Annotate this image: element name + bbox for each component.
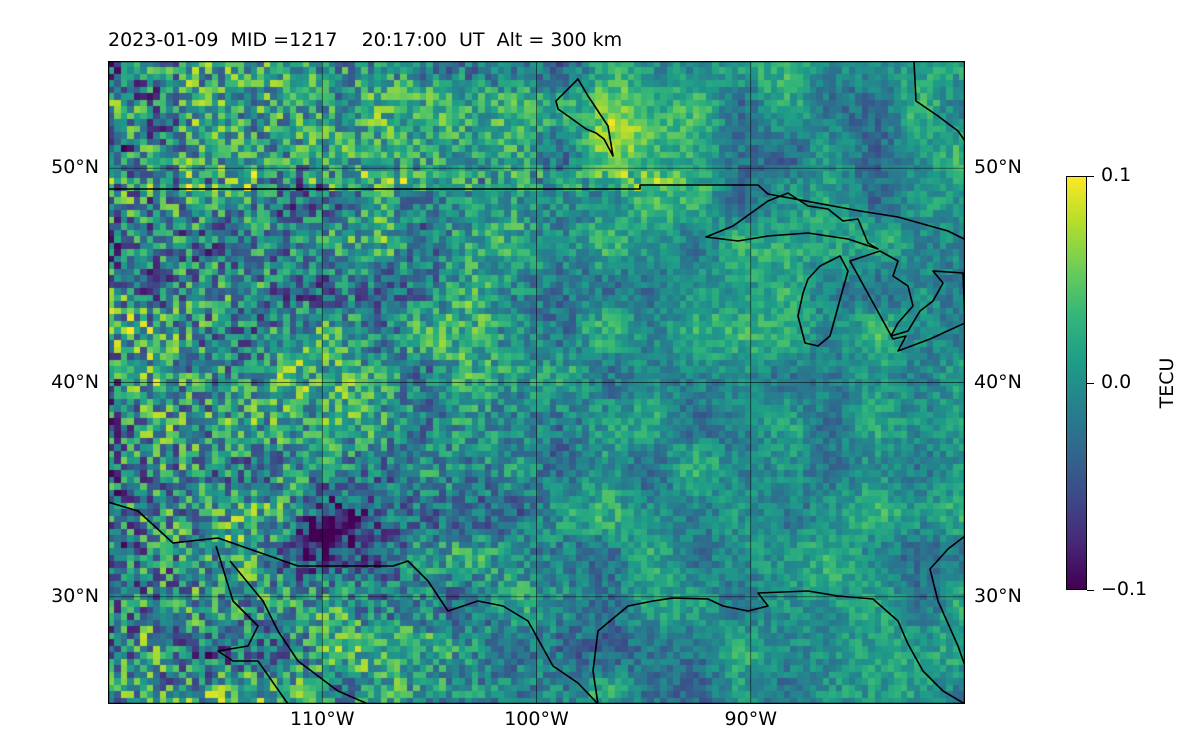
colorbar (1066, 176, 1087, 590)
map-title: 2023-01-09 MID =1217 20:17:00 UT Alt = 3… (108, 29, 623, 51)
lat-label-right: 50°N (974, 156, 1022, 179)
colorbar-tick-label: 0.0 (1101, 371, 1132, 393)
gulf-coast (592, 590, 965, 704)
map-overlay (108, 61, 965, 704)
colorbar-tick-label: 0.1 (1101, 164, 1132, 186)
lat-label-left: 30°N (51, 584, 99, 607)
lon-label: 100°W (504, 708, 569, 730)
us-canada-border (108, 184, 965, 241)
lat-label-left: 50°N (51, 156, 99, 179)
colorbar-tick (1087, 176, 1094, 177)
colorbar-tick-label: −0.1 (1101, 578, 1148, 600)
lon-label: 90°W (724, 708, 777, 730)
tec-map (108, 61, 965, 704)
lat-label-right: 30°N (974, 584, 1022, 607)
lat-label-right: 40°N (974, 370, 1022, 393)
colorbar-tick (1087, 590, 1094, 591)
hudson-bay-coast (555, 78, 614, 157)
baja-coast (215, 545, 289, 704)
map-frame (108, 61, 965, 704)
colorbar-tick (1087, 383, 1094, 384)
mexico-mainland-coast (229, 560, 369, 704)
graticule (108, 61, 965, 704)
ne-coast-line (913, 61, 965, 142)
colorbar-label: TECU (1156, 357, 1178, 409)
coastlines-and-borders (108, 61, 965, 704)
lon-label: 110°W (289, 708, 355, 730)
lat-label-left: 40°N (51, 370, 99, 393)
florida-atlantic-coast (929, 535, 965, 667)
lake-huron-erie (849, 250, 965, 352)
lake-michigan (797, 255, 849, 347)
mexico-border (108, 501, 599, 704)
lake-superior (705, 192, 879, 250)
